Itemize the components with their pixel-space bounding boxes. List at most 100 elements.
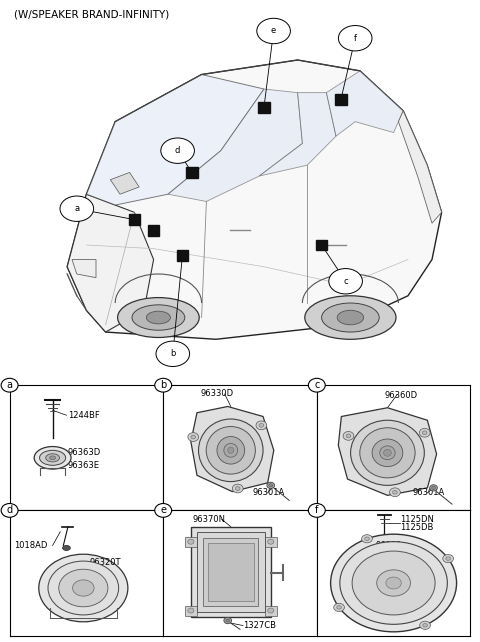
Bar: [129, 214, 140, 225]
Bar: [258, 101, 270, 112]
Ellipse shape: [217, 437, 245, 464]
Ellipse shape: [268, 608, 274, 613]
Bar: [185, 537, 197, 547]
Ellipse shape: [188, 433, 199, 442]
Ellipse shape: [232, 484, 243, 493]
Ellipse shape: [380, 446, 395, 460]
Bar: [264, 537, 277, 547]
Ellipse shape: [340, 542, 447, 624]
Bar: [177, 250, 188, 261]
Text: a: a: [7, 380, 12, 390]
Text: 1018AD: 1018AD: [14, 541, 48, 550]
Ellipse shape: [59, 569, 108, 607]
Text: d: d: [175, 146, 180, 155]
Ellipse shape: [390, 488, 400, 497]
Circle shape: [1, 503, 18, 517]
Text: 1125DN: 1125DN: [400, 515, 433, 524]
Polygon shape: [67, 60, 442, 339]
Ellipse shape: [430, 485, 437, 491]
Text: 96370N: 96370N: [193, 515, 226, 524]
Ellipse shape: [39, 450, 66, 465]
Ellipse shape: [305, 296, 396, 339]
Polygon shape: [338, 408, 437, 496]
Text: 96330D: 96330D: [200, 390, 234, 399]
Ellipse shape: [146, 311, 170, 324]
Ellipse shape: [352, 551, 435, 615]
Ellipse shape: [226, 619, 229, 622]
Circle shape: [155, 503, 172, 517]
Circle shape: [308, 378, 325, 392]
Text: 96301A: 96301A: [252, 489, 285, 498]
Ellipse shape: [337, 310, 364, 325]
Ellipse shape: [386, 577, 401, 589]
Ellipse shape: [384, 449, 391, 456]
Polygon shape: [110, 173, 139, 195]
Ellipse shape: [259, 424, 264, 427]
Text: 1244BF: 1244BF: [68, 411, 100, 420]
Ellipse shape: [267, 482, 275, 489]
Ellipse shape: [206, 426, 255, 474]
Polygon shape: [72, 259, 96, 277]
Polygon shape: [191, 406, 274, 492]
Text: c: c: [314, 380, 320, 390]
Polygon shape: [67, 195, 154, 332]
Bar: [335, 94, 347, 105]
Bar: [185, 605, 197, 616]
Ellipse shape: [372, 439, 403, 467]
Text: c: c: [343, 277, 348, 286]
Text: 1327CB: 1327CB: [243, 621, 276, 630]
Ellipse shape: [228, 447, 234, 453]
Text: 1125DB: 1125DB: [400, 523, 433, 532]
Ellipse shape: [377, 570, 410, 596]
Circle shape: [161, 138, 194, 163]
Ellipse shape: [191, 435, 195, 439]
Ellipse shape: [268, 539, 274, 544]
Text: e: e: [271, 26, 276, 35]
Ellipse shape: [39, 554, 128, 622]
Ellipse shape: [118, 298, 199, 338]
Bar: [197, 532, 264, 612]
Ellipse shape: [48, 561, 119, 615]
Text: 96320T: 96320T: [89, 559, 121, 568]
Text: f: f: [315, 505, 319, 516]
Ellipse shape: [422, 431, 427, 435]
Ellipse shape: [188, 539, 194, 544]
Ellipse shape: [49, 456, 56, 460]
Ellipse shape: [432, 486, 435, 489]
Text: 96363D: 96363D: [68, 448, 101, 457]
Ellipse shape: [343, 431, 354, 440]
Circle shape: [329, 268, 362, 294]
Ellipse shape: [322, 303, 379, 332]
Ellipse shape: [235, 487, 240, 490]
Bar: [264, 605, 277, 616]
Polygon shape: [259, 92, 336, 176]
Text: 96360D: 96360D: [384, 391, 418, 400]
Ellipse shape: [224, 618, 231, 623]
Ellipse shape: [360, 428, 415, 478]
Ellipse shape: [446, 557, 450, 560]
Ellipse shape: [62, 546, 70, 550]
Ellipse shape: [423, 623, 427, 627]
Polygon shape: [168, 89, 302, 202]
Polygon shape: [326, 71, 403, 136]
Ellipse shape: [334, 603, 345, 611]
Circle shape: [257, 18, 290, 44]
Bar: [316, 239, 327, 250]
Ellipse shape: [224, 444, 238, 457]
Text: f: f: [354, 34, 357, 43]
Bar: [203, 538, 258, 605]
Bar: [208, 543, 254, 600]
Bar: [148, 225, 159, 236]
Circle shape: [156, 341, 190, 367]
Ellipse shape: [72, 580, 94, 596]
Circle shape: [60, 196, 94, 221]
Text: b: b: [160, 380, 167, 390]
Ellipse shape: [188, 608, 194, 613]
Ellipse shape: [350, 421, 424, 485]
Ellipse shape: [443, 555, 454, 562]
Text: 96363E: 96363E: [68, 461, 100, 470]
Circle shape: [308, 503, 325, 517]
Ellipse shape: [361, 535, 372, 543]
Circle shape: [155, 378, 172, 392]
Bar: [186, 167, 198, 178]
